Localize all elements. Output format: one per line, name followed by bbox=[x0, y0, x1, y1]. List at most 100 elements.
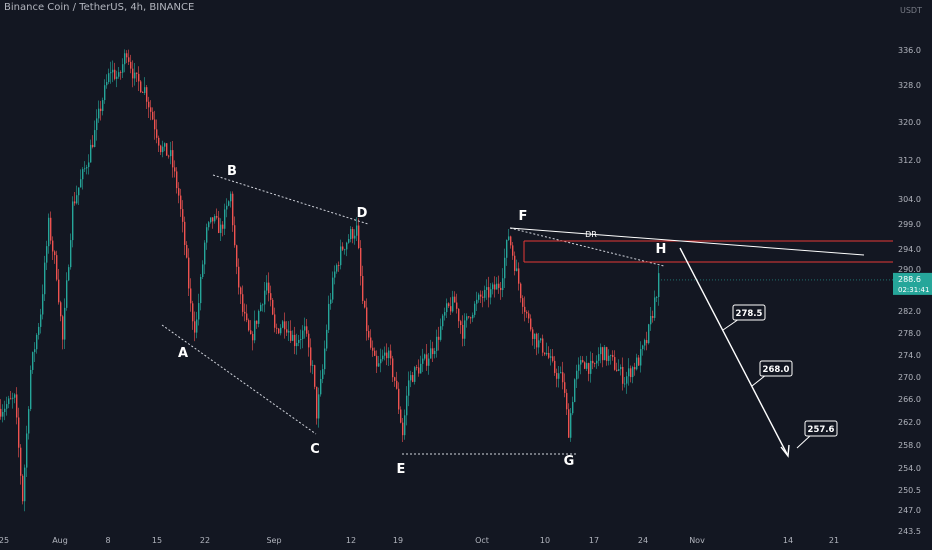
candle-body bbox=[242, 294, 244, 312]
candle-body bbox=[294, 334, 296, 347]
candle-body bbox=[224, 209, 226, 229]
candle-body bbox=[254, 320, 256, 341]
candle-body bbox=[158, 137, 160, 146]
drawing-layer bbox=[161, 174, 920, 458]
candle-body bbox=[230, 193, 232, 202]
candle-body bbox=[304, 326, 306, 331]
candle-body bbox=[392, 358, 394, 378]
candle-body bbox=[62, 316, 64, 340]
candle-body bbox=[348, 239, 350, 243]
candle-body bbox=[588, 363, 590, 374]
candle-body bbox=[604, 347, 606, 361]
wave-label-b: B bbox=[227, 164, 237, 179]
candle-body bbox=[602, 347, 604, 361]
candle-body bbox=[78, 187, 80, 196]
candle-body bbox=[528, 313, 530, 319]
candle-body bbox=[360, 248, 362, 277]
candle-body bbox=[618, 369, 620, 371]
candle-body bbox=[250, 330, 252, 335]
projection-arrow-line bbox=[679, 247, 788, 455]
candle-body bbox=[526, 311, 528, 314]
candle-body bbox=[112, 69, 114, 73]
candle-body bbox=[68, 267, 70, 281]
y-tick-label: 243.5 bbox=[898, 527, 921, 536]
candle-body bbox=[278, 328, 280, 334]
candle-body bbox=[272, 299, 274, 315]
candle-body bbox=[384, 352, 386, 356]
candle-body bbox=[208, 222, 210, 228]
wave-label-d: D bbox=[357, 206, 368, 221]
candle-body bbox=[646, 340, 648, 344]
candle-body bbox=[122, 64, 124, 73]
candle-body bbox=[308, 333, 310, 348]
candle-body bbox=[178, 188, 180, 196]
candle-body bbox=[498, 283, 500, 288]
candle-body bbox=[132, 68, 134, 79]
candle-body bbox=[238, 266, 240, 288]
candle-body bbox=[330, 299, 332, 304]
candle-body bbox=[622, 366, 624, 384]
candle-body bbox=[116, 76, 118, 79]
projection-arrowhead bbox=[780, 444, 790, 458]
candle-body bbox=[96, 118, 98, 131]
candle-body bbox=[598, 354, 600, 361]
candle-body bbox=[548, 352, 550, 358]
candle-body bbox=[446, 303, 448, 313]
candle-body bbox=[136, 72, 138, 74]
candle-body bbox=[120, 72, 122, 73]
candle-body bbox=[478, 294, 480, 300]
candle-body bbox=[404, 415, 406, 436]
candle-body bbox=[64, 307, 66, 340]
candle-body bbox=[532, 329, 534, 339]
candle-body bbox=[206, 227, 208, 243]
candle-body bbox=[566, 392, 568, 410]
candle-body bbox=[356, 225, 358, 236]
candle-body bbox=[216, 216, 218, 218]
candle-body bbox=[608, 355, 610, 361]
candle-body bbox=[248, 320, 250, 331]
candle-body bbox=[66, 280, 68, 308]
candle-body bbox=[376, 355, 378, 367]
candle-body bbox=[634, 367, 636, 370]
candle-body bbox=[370, 337, 372, 348]
candle-body bbox=[580, 360, 582, 365]
candle-body bbox=[30, 369, 32, 410]
candle-body bbox=[56, 255, 58, 280]
candle-body bbox=[592, 360, 594, 364]
candle-body bbox=[34, 349, 36, 353]
candle-body bbox=[42, 294, 44, 315]
candle-body bbox=[204, 242, 206, 265]
candle-body bbox=[484, 289, 486, 298]
candle-body bbox=[190, 288, 192, 304]
candle-body bbox=[38, 326, 40, 335]
candle-body bbox=[416, 367, 418, 369]
callout-box bbox=[804, 420, 838, 437]
candle-body bbox=[100, 108, 102, 112]
candle-body bbox=[450, 306, 452, 312]
candle-body bbox=[610, 354, 612, 356]
candle-body bbox=[424, 354, 426, 359]
candle-body bbox=[134, 72, 136, 79]
candle-body bbox=[228, 201, 230, 206]
candle-body bbox=[6, 404, 8, 409]
candle-body bbox=[282, 321, 284, 328]
candle-body bbox=[542, 338, 544, 353]
candle-body bbox=[508, 236, 510, 240]
candle-body bbox=[638, 357, 640, 366]
candle-body bbox=[256, 320, 258, 324]
candle-body bbox=[334, 271, 336, 278]
candle-body bbox=[596, 360, 598, 364]
candle-body bbox=[364, 300, 366, 308]
candle-body bbox=[398, 388, 400, 410]
candle-body bbox=[562, 372, 564, 383]
candle-body bbox=[544, 352, 546, 355]
candle-body bbox=[58, 279, 60, 303]
candle-body bbox=[200, 277, 202, 304]
candle-body bbox=[184, 221, 186, 245]
candle-body bbox=[460, 321, 462, 326]
trendline-f-h-dotted bbox=[509, 227, 665, 267]
candle-body bbox=[378, 363, 380, 367]
candle-body bbox=[372, 347, 374, 351]
label-layer: A B C D E F G H DR 278.5 268.0 257.6 bbox=[178, 164, 838, 477]
wave-label-e: E bbox=[397, 462, 406, 477]
